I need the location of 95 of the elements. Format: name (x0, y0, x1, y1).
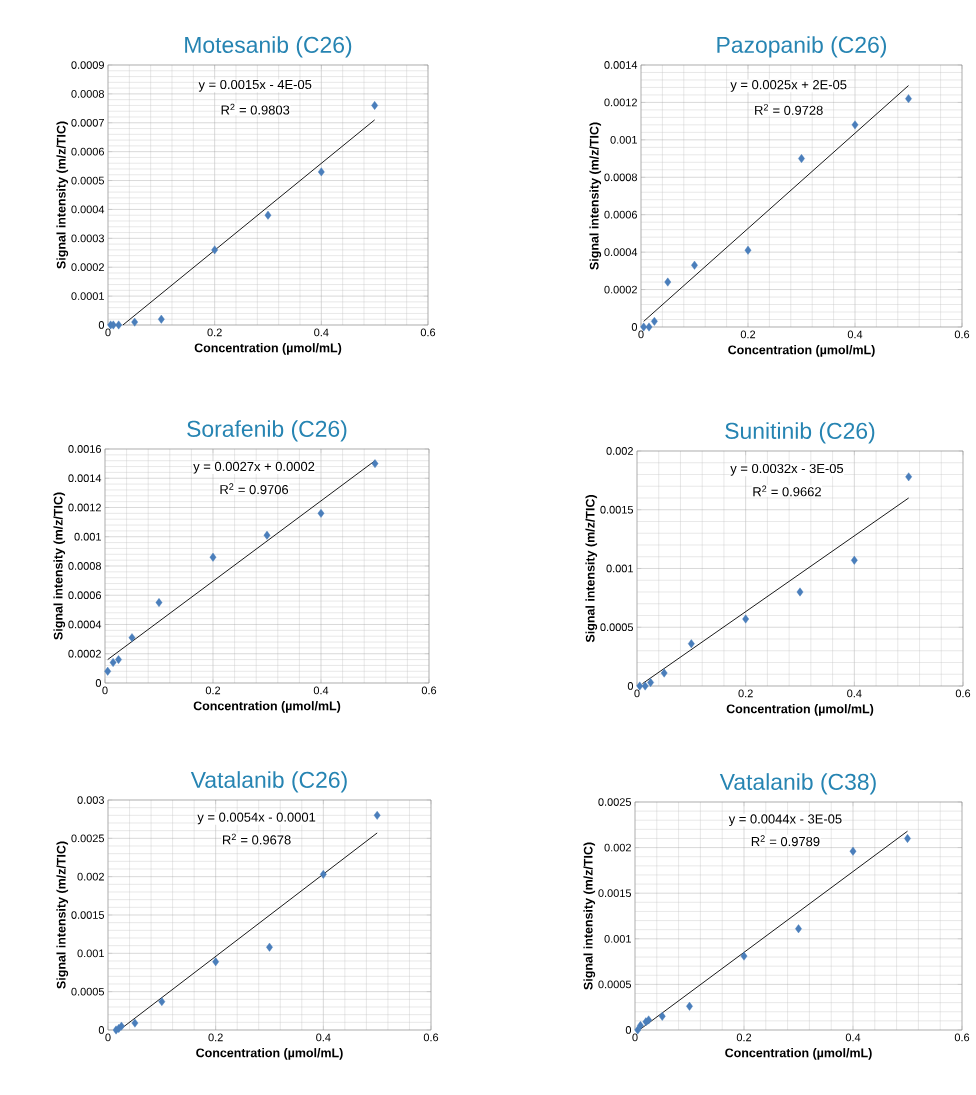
y-tick-label: 0.001 (604, 934, 631, 943)
y-tick-label: 0 (625, 1026, 632, 1034)
chart-title: Motesanib (C26) (185, 36, 352, 58)
x-tick-label: 0.4 (316, 1033, 331, 1042)
y-tick-label: 0.0003 (71, 234, 104, 243)
annotation: R$^{2}$ = 0.9706 (220, 483, 289, 495)
chart-title: Sunitinib (C26) (725, 422, 875, 444)
y-tick-label: 0.0008 (71, 90, 104, 98)
y-tick-label: 0.0008 (604, 173, 637, 182)
y-tick-label: 0.0012 (68, 503, 101, 512)
y-tick-label: 0.0014 (604, 61, 638, 69)
y-tick-label: 0.0016 (68, 445, 101, 453)
chart-title: Vatalanib (C38) (719, 773, 876, 795)
x-tick-label: 0.4 (313, 686, 329, 695)
x-tick-label: 0.4 (847, 689, 862, 698)
annotation: R$^{2}$ = 0.9678 (223, 833, 291, 845)
y-tick-label: 0.001 (606, 564, 633, 573)
y-tick-label: 0 (95, 679, 102, 687)
y-tick-label: 0.001 (74, 532, 101, 541)
y-tick-label: 0.0025 (71, 834, 104, 843)
annotation: y = 0.0032x - 3E-05 (730, 463, 844, 476)
annotation: y = 0.0054x - 0.0001 (197, 812, 316, 825)
annotation: y = 0.0044x - 3E-05 (728, 814, 842, 827)
x-tick-label: 0.6 (421, 686, 437, 695)
x-tick-label: 0.4 (847, 330, 863, 339)
y-tick-label: 0.0005 (598, 980, 632, 989)
annotation: y = 0.0027x + 0.0002 (193, 461, 315, 474)
x-tick-label: 0 (105, 328, 111, 337)
annotation: y = 0.0015x - 4E-05 (198, 79, 312, 92)
y-axis-title: Signal intensity (m/z/TIC) (583, 842, 596, 990)
y-tick-label: 0.0015 (71, 911, 104, 919)
annotation: R$^{2}$ = 0.9662 (753, 485, 821, 497)
y-tick-label: 0.003 (77, 796, 104, 804)
x-tick-label: 0.6 (954, 330, 970, 339)
x-tick-label: 0.2 (736, 1033, 752, 1042)
y-tick-label: 0.0004 (604, 248, 638, 257)
y-axis-title: Signal intensity (m/z/TIC) (589, 122, 602, 270)
y-tick-label: 0.001 (610, 135, 637, 144)
y-tick-label: 0.0004 (68, 620, 102, 629)
x-tick-label: 0.6 (423, 1033, 439, 1042)
y-axis-title: Signal intensity (m/z/TIC) (56, 841, 69, 989)
chart-title: Sorafenib (C26) (187, 420, 347, 442)
y-tick-label: 0.002 (77, 872, 104, 881)
y-tick-label: 0.0005 (600, 623, 634, 632)
y-tick-label: 0.0006 (71, 147, 104, 156)
chart-title: Pazopanib (C26) (717, 36, 887, 58)
y-tick-label: 0.0004 (71, 205, 105, 214)
x-axis-title: Concentration (µmol/mL) (196, 1048, 343, 1060)
x-tick-label: 0.2 (205, 686, 221, 695)
y-axis-title: Signal intensity (m/z/TIC) (585, 495, 598, 643)
x-tick-label: 0.2 (738, 689, 753, 698)
y-axis-title: Signal intensity (m/z/TIC) (53, 492, 66, 640)
y-tick-label: 0.0001 (71, 292, 104, 300)
y-tick-label: 0.0012 (604, 98, 637, 107)
y-tick-label: 0.0005 (71, 176, 104, 185)
y-tick-label: 0.0002 (604, 285, 637, 294)
x-tick-label: 0.6 (420, 328, 436, 337)
annotation: R$^{2}$ = 0.9728 (755, 104, 823, 115)
x-tick-label: 0.2 (740, 330, 756, 339)
y-tick-label: 0.0015 (598, 889, 632, 898)
x-axis-title: Concentration (µmol/mL) (194, 343, 342, 355)
y-tick-label: 0.0005 (71, 987, 104, 996)
x-tick-label: 0 (638, 330, 644, 339)
annotation: R$^{2}$ = 0.9789 (751, 835, 820, 847)
y-axis-title: Signal intensity (m/z/TIC) (56, 121, 69, 269)
x-tick-label: 0.2 (208, 1033, 223, 1042)
x-tick-label: 0.6 (955, 689, 971, 698)
x-axis-title: Concentration (µmol/mL) (726, 704, 874, 716)
x-tick-label: 0.4 (314, 328, 329, 337)
y-tick-label: 0.0015 (600, 505, 634, 514)
y-tick-label: 0.0007 (71, 118, 104, 127)
y-tick-label: 0.0002 (68, 649, 101, 658)
x-tick-label: 0.4 (845, 1033, 861, 1042)
annotation: R$^{2}$ = 0.9803 (221, 103, 290, 115)
y-tick-label: 0.0006 (68, 591, 101, 600)
y-tick-label: 0.0014 (68, 474, 102, 483)
y-tick-label: 0 (98, 321, 105, 329)
y-tick-label: 0.0002 (71, 263, 104, 272)
x-tick-label: 0.2 (207, 328, 222, 337)
y-tick-label: 0.0025 (598, 798, 632, 806)
x-tick-label: 0 (105, 1033, 111, 1042)
x-tick-label: 0.6 (954, 1033, 970, 1042)
y-tick-label: 0.001 (77, 949, 104, 958)
x-axis-title: Concentration (µmol/mL) (725, 1048, 872, 1060)
x-axis-title: Concentration (µmol/mL) (193, 701, 341, 713)
y-tick-label: 0 (631, 323, 638, 331)
y-tick-label: 0 (98, 1026, 105, 1034)
y-tick-label: 0.0009 (71, 61, 104, 69)
x-axis-title: Concentration (µmol/mL) (728, 345, 875, 357)
y-tick-label: 0.002 (604, 843, 631, 852)
y-tick-label: 0.0008 (68, 562, 101, 570)
y-tick-label: 0.002 (606, 447, 633, 455)
chart-title: Vatalanib (C26) (190, 771, 347, 793)
y-tick-label: 0.0006 (604, 210, 637, 219)
annotation: y = 0.0025x + 2E-05 (730, 80, 847, 92)
